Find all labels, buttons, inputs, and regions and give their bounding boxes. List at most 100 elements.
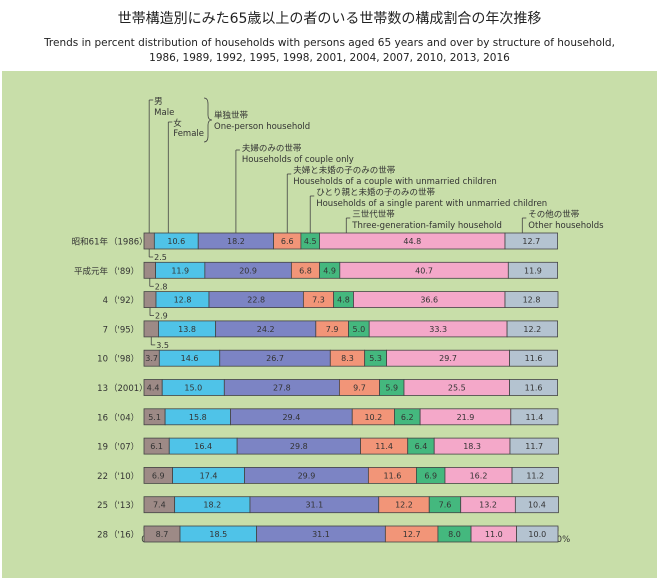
bar-segment: [504, 291, 559, 309]
data-label: 11.6: [383, 471, 401, 480]
data-label: 7.3: [312, 296, 325, 305]
data-label: 3.5: [156, 341, 169, 350]
data-label: 11.6: [525, 354, 543, 363]
row-label-era: 19: [97, 443, 108, 453]
data-label: 8.7: [156, 530, 169, 539]
data-label: 22.8: [247, 296, 265, 305]
data-label: 18.2: [203, 501, 221, 510]
row-label-era: 4: [103, 296, 108, 306]
bar-segment: [143, 320, 159, 338]
data-label: 18.3: [463, 442, 481, 451]
data-label: 13.8: [178, 325, 196, 334]
data-label: 2.5: [154, 253, 167, 262]
data-label: 15.8: [189, 413, 207, 422]
data-label: 11.4: [525, 413, 543, 422]
bar-segment: [510, 408, 559, 426]
data-label: 9.7: [353, 384, 366, 393]
chart-subtitle-line1: Trends in percent distribution of househ…: [44, 37, 615, 49]
row-label-year: （'98）: [109, 354, 139, 365]
data-label: 12.8: [523, 296, 541, 305]
bar-segment: [143, 232, 155, 250]
data-label: 3.7: [145, 354, 158, 363]
legend-three-gen-en: Three-generation-family household: [351, 221, 502, 231]
data-label: 6.1: [150, 442, 163, 451]
data-label: 6.8: [299, 266, 312, 275]
legend-single-parent-en: Households of a single parent with unmar…: [316, 199, 547, 209]
bar-segment: [516, 525, 559, 543]
data-label: 10.4: [528, 501, 546, 510]
data-label: 7.6: [439, 501, 452, 510]
data-label: 18.5: [209, 530, 227, 539]
chart-subtitle-line2: 1986, 1989, 1992, 1995, 1998, 2001, 2004…: [149, 52, 510, 64]
legend-male-en: Male: [154, 108, 174, 118]
data-label: 33.3: [429, 325, 447, 334]
data-label: 4.4: [147, 384, 160, 393]
row-label-era: 25: [97, 501, 108, 511]
data-label: 12.2: [523, 325, 541, 334]
data-label: 10.2: [364, 413, 382, 422]
bar-segment: [143, 261, 156, 279]
data-label: 6.9: [152, 471, 165, 480]
row-label-year: （'92）: [109, 295, 139, 306]
legend-single-parent-ja: ひとり親と未婚の子のみの世帯: [316, 187, 435, 198]
legend-one-person-en: One-person household: [214, 122, 310, 132]
row-label-year: （'04）: [109, 412, 139, 423]
data-label: 16.4: [194, 442, 212, 451]
data-label: 16.2: [470, 471, 488, 480]
bar-segment: [509, 379, 558, 396]
data-label: 17.4: [200, 471, 218, 480]
data-label: 11.9: [171, 266, 189, 275]
bar-segment: [509, 349, 558, 367]
bar-segment: [511, 466, 559, 484]
data-label: 29.7: [439, 354, 457, 363]
row-label-year: （'13）: [109, 500, 139, 511]
data-label: 12.8: [174, 296, 192, 305]
data-label: 21.9: [457, 413, 475, 422]
bar-segment: [143, 291, 157, 309]
bar-segment: [514, 496, 559, 514]
data-label: 26.7: [266, 354, 284, 363]
legend-one-person-ja: 単独世帯: [214, 110, 249, 121]
row-label-era: 28: [97, 531, 108, 541]
legend-couple-child-ja: 夫婦と未婚の子のみの世帯: [293, 165, 396, 176]
data-label: 2.8: [155, 282, 168, 291]
data-label: 10.0: [528, 530, 546, 539]
data-label: 10.6: [167, 237, 185, 246]
chart-panel: 020406080100%昭和61年（1986）平成元年（'89）4（'92）7…: [2, 71, 657, 578]
legend-female-en: Female: [173, 129, 204, 139]
row-label-year: （'89）: [109, 266, 139, 277]
row-label-era: 7: [103, 325, 108, 335]
legend-female-ja: 女: [173, 118, 182, 129]
one-person-bracket: [203, 97, 213, 143]
legend-male-ja: 男: [154, 97, 163, 107]
bar-segment: [504, 232, 558, 250]
data-label: 13.2: [479, 501, 497, 510]
stacked-bar-chart: 020406080100%昭和61年（1986）平成元年（'89）4（'92）7…: [72, 97, 604, 545]
data-label: 6.9: [424, 471, 437, 480]
row-label-year: （1986）: [109, 237, 148, 248]
row-label-year: （'95）: [109, 324, 139, 335]
row-label-era: 昭和61年: [72, 237, 109, 248]
row-label-era: 13: [97, 384, 108, 394]
legend-couple-child-en: Households of a couple with unmarried ch…: [293, 177, 497, 187]
data-label: 6.4: [415, 442, 428, 451]
data-label: 20.9: [239, 266, 257, 275]
row-label-year: （'10）: [109, 471, 139, 482]
data-label: 5.9: [385, 384, 398, 393]
data-label: 11.2: [526, 471, 544, 480]
legend-other-ja: その他の世帯: [528, 209, 580, 220]
data-label: 40.7: [415, 266, 433, 275]
row-label-year: （'16）: [109, 530, 139, 541]
data-label: 5.3: [369, 354, 382, 363]
row-label-year: （2001）: [109, 383, 148, 394]
legend-couple-en: Households of couple only: [242, 155, 354, 165]
row-label-year: （'07）: [109, 442, 139, 453]
data-label: 6.2: [401, 413, 414, 422]
data-label: 29.9: [298, 471, 316, 480]
row-label-era: 16: [97, 413, 108, 423]
data-label: 4.9: [323, 266, 336, 275]
data-label: 31.1: [312, 530, 330, 539]
row-label-era: 10: [97, 355, 108, 365]
legend-couple-ja: 夫婦のみの世帯: [242, 143, 302, 154]
data-label: 15.0: [184, 384, 202, 393]
